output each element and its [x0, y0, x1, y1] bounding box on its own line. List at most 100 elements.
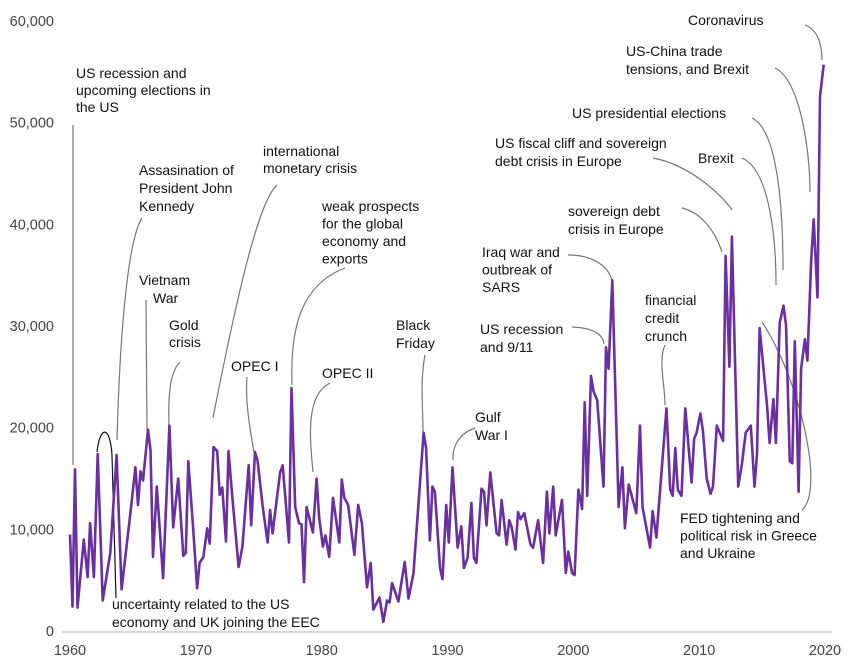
annotation-leader-line	[661, 344, 666, 406]
x-tick-label: 2020	[809, 643, 841, 659]
annotation-line: financial	[645, 292, 696, 308]
annotation-label: Gulf War I	[475, 409, 508, 443]
annotation-line: crunch	[645, 328, 687, 344]
annotation-line: and 9/11	[480, 339, 534, 355]
annotation-line: Gulf	[475, 409, 501, 425]
annotation-leader-line	[291, 267, 346, 386]
y-tick-label: 40,000	[10, 217, 54, 233]
annotation-line: credit	[645, 310, 679, 326]
annotation-line: for the global	[322, 216, 403, 232]
annotation-line: the US	[76, 99, 119, 115]
annotation-line: Kennedy	[139, 198, 194, 214]
annotation-line: FED tightening and	[680, 510, 800, 526]
x-tick-label: 1980	[306, 643, 338, 659]
annotation-line: War I	[475, 427, 508, 443]
annotation-leader-line	[96, 431, 117, 599]
annotation-line: Brexit	[698, 150, 734, 166]
annotation-leaders	[72, 24, 823, 599]
annotation-line: US fiscal cliff and sovereign	[495, 135, 667, 151]
annotation-label: US recession and upcoming elections in the…	[76, 65, 211, 115]
annotation-label: Vietnam War	[139, 272, 190, 306]
annotation-leader-line	[116, 217, 143, 441]
annotations: US recession and upcoming elections in the…	[76, 12, 817, 630]
annotation-line: crisis in Europe	[568, 221, 664, 237]
annotation-line: sovereign debt	[568, 203, 660, 219]
annotation-line: Friday	[396, 335, 435, 351]
annotation-line: international	[263, 143, 339, 159]
y-tick-label: 20,000	[10, 421, 54, 437]
annotation-line: US presidential elections	[572, 105, 726, 121]
annotation-label: US presidential elections	[572, 105, 726, 121]
annotation-leader-line	[309, 382, 331, 473]
annotation-line: weak prospects	[321, 198, 419, 214]
annotation-label: US fiscal cliff and sovereign debt crisis…	[495, 135, 667, 169]
annotation-label: Brexit	[698, 150, 734, 166]
annotation-leader-line	[774, 67, 811, 193]
annotation-line: Vietnam	[139, 272, 190, 288]
annotation-leader-line	[145, 299, 148, 431]
annotation-line: outbreak of	[482, 262, 552, 278]
annotation-line: and Ukraine	[680, 545, 756, 561]
annotation-label: financial credit crunch	[645, 292, 696, 344]
series-line	[68, 64, 825, 624]
annotation-label: Black Friday	[396, 317, 435, 351]
annotation-leader-line	[245, 376, 255, 453]
annotation-line: uncertainty related to the US	[112, 596, 289, 612]
annotation-line: Assasination of	[139, 162, 234, 178]
annotation-label: FED tightening and political risk in Gree…	[680, 510, 817, 561]
annotation-line: Gold	[169, 317, 199, 333]
annotation-line: Iraq war and	[482, 244, 560, 260]
annotation-line: OPEC II	[322, 365, 373, 381]
y-tick-label: 10,000	[10, 522, 54, 538]
annotation-label: US-China trade tensions, and Brexit	[626, 43, 749, 77]
annotation-label: OPEC II	[322, 365, 373, 381]
y-tick-label: 0	[46, 624, 54, 640]
annotation-leader-line	[212, 184, 278, 419]
annotation-leader-line	[681, 207, 723, 253]
x-tick-label: 2010	[683, 643, 715, 659]
annotation-line: SARS	[482, 279, 520, 295]
annotation-line: monetary crisis	[263, 160, 357, 176]
annotation-line: Black	[396, 317, 431, 333]
annotation-label: Gold crisis	[169, 317, 201, 350]
annotation-leader-line	[804, 24, 823, 61]
annotation-leader-line	[421, 354, 426, 433]
annotation-leader-line	[452, 427, 476, 461]
annotation-line: political risk in Greece	[680, 528, 817, 544]
annotation-line: upcoming elections in	[76, 82, 211, 98]
annotation-leader-line	[567, 254, 613, 283]
annotation-label: international monetary crisis	[263, 143, 357, 176]
annotation-line: US recession and	[76, 65, 187, 81]
y-tick-label: 30,000	[10, 319, 54, 335]
annotation-line: US recession	[480, 321, 563, 337]
annotation-line: economy and	[322, 233, 406, 249]
annotation-leader-line	[168, 361, 181, 426]
annotation-line: economy and UK joining the EEC	[112, 614, 320, 630]
annotation-label: sovereign debt crisis in Europe	[568, 203, 664, 237]
y-axis: 0 10,000 20,000 30,000 40,000 50,000 60,000	[10, 14, 54, 640]
annotation-line: debt crisis in Europe	[495, 153, 622, 169]
annotation-leader-line	[751, 117, 784, 271]
annotation-line: War	[153, 290, 178, 306]
annotation-label: uncertainty related to the US economy and…	[112, 596, 320, 630]
annotation-leader-line	[761, 321, 812, 511]
y-tick-label: 60,000	[10, 14, 54, 30]
x-tick-label: 1990	[431, 643, 463, 659]
annotation-line: Coronavirus	[688, 12, 763, 28]
annotation-label: Assasination of President John Kennedy	[139, 162, 234, 214]
annotation-label: Iraq war and outbreak of SARS	[482, 244, 560, 295]
annotation-line: OPEC I	[231, 358, 278, 374]
annotation-label: Coronavirus	[688, 12, 763, 28]
annotation-label: US recession and 9/11	[480, 321, 563, 355]
x-tick-label: 1970	[180, 643, 212, 659]
annotation-line: US-China trade	[626, 43, 723, 59]
annotation-label: weak prospects for the global economy and e…	[321, 198, 419, 267]
annotation-leader-line	[571, 326, 605, 345]
x-axis: 1960 1970 1980 1990 2000 2010 2020	[54, 643, 841, 659]
y-tick-label: 50,000	[10, 116, 54, 132]
annotation-line: tensions, and Brexit	[626, 61, 749, 77]
x-tick-label: 2000	[557, 643, 589, 659]
annotation-line: exports	[322, 251, 368, 267]
annotation-leader-line	[652, 157, 733, 211]
